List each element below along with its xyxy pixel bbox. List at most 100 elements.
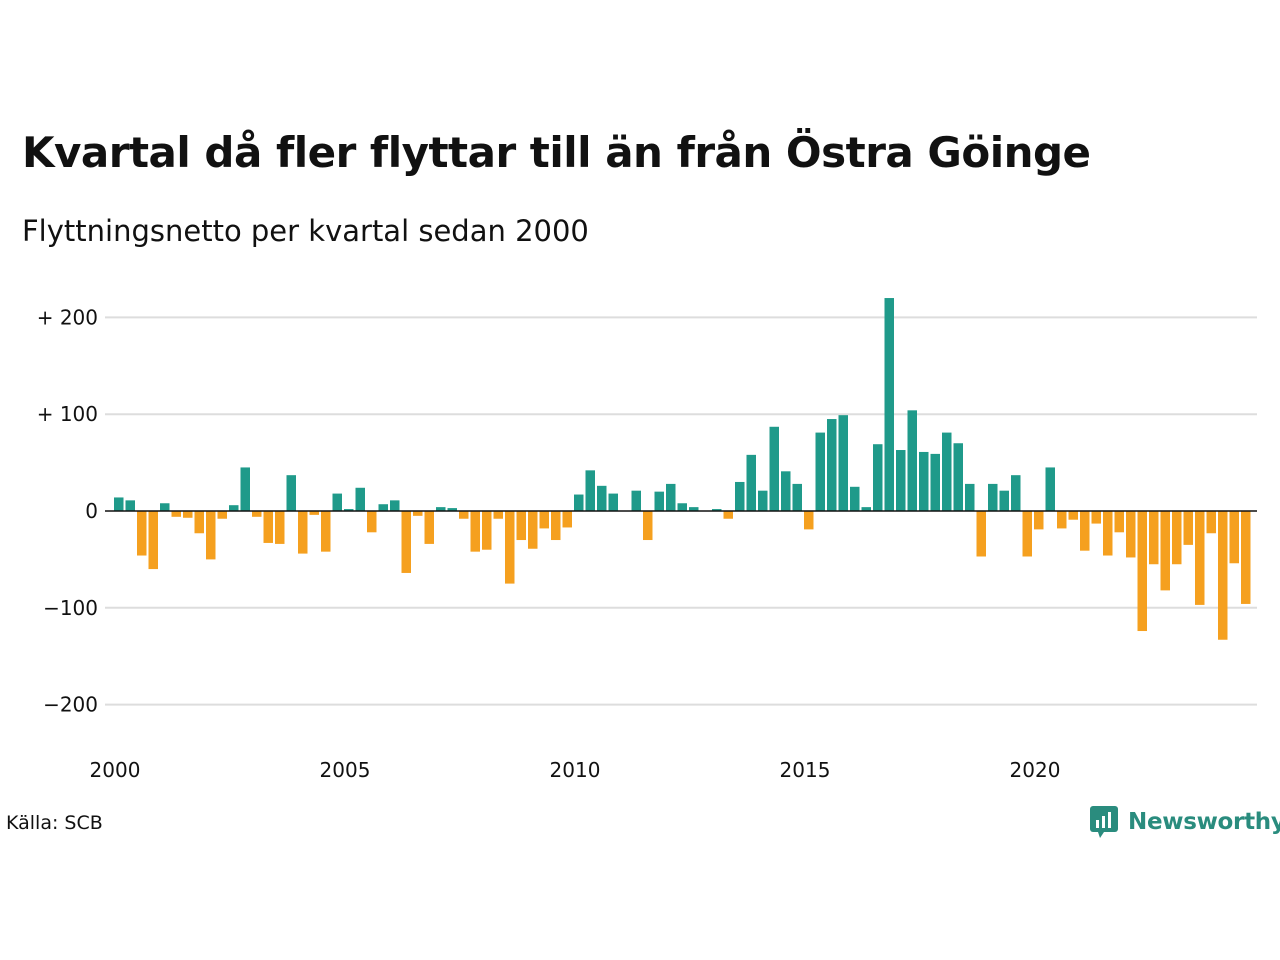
- bar: [1022, 511, 1032, 557]
- bar: [1068, 511, 1078, 520]
- bar: [125, 500, 135, 511]
- bar: [263, 511, 273, 543]
- bar: [367, 511, 377, 533]
- bar: [930, 453, 940, 511]
- bar: [528, 511, 538, 549]
- bar: [804, 511, 814, 530]
- bar: [689, 507, 699, 511]
- bar: [424, 511, 434, 544]
- bar: [919, 451, 929, 511]
- chart-title: Kvartal då fler flyttar till än från Öst…: [22, 128, 1091, 177]
- bar: [505, 511, 515, 584]
- bar: [884, 298, 894, 511]
- bar: [1149, 511, 1159, 565]
- bar: [470, 511, 480, 552]
- bar: [1160, 511, 1170, 591]
- x-tick-label: 2000: [90, 758, 141, 782]
- y-axis-ticks: + 200 + 100 0 −100 −200: [37, 305, 98, 716]
- bar: [827, 419, 837, 511]
- bar: [1080, 511, 1090, 551]
- bar: [378, 504, 388, 511]
- bar: [562, 511, 572, 528]
- bar: [907, 410, 917, 511]
- bar: [286, 475, 296, 511]
- bar: [1126, 511, 1136, 558]
- newsworthy-logo: Newsworthy: [1088, 804, 1280, 840]
- bar: [792, 483, 802, 511]
- bar: [355, 487, 365, 511]
- bar: [953, 443, 963, 511]
- bar: [643, 511, 653, 541]
- bar: [1091, 511, 1101, 524]
- bar: [654, 491, 664, 511]
- source-note: Källa: SCB: [6, 812, 103, 834]
- bar: [206, 511, 216, 560]
- y-tick-label: −100: [43, 596, 98, 620]
- bar: [229, 505, 239, 511]
- bar: [1218, 511, 1228, 640]
- newsworthy-logo-text: Newsworthy: [1128, 809, 1280, 835]
- bar: [344, 509, 354, 511]
- bar: [1229, 511, 1239, 564]
- bar: [585, 470, 595, 511]
- x-tick-label: 2020: [1010, 758, 1061, 782]
- bar: [735, 481, 745, 511]
- bar: [965, 483, 975, 511]
- bar: [171, 511, 181, 517]
- bar: [597, 485, 607, 511]
- bar: [217, 511, 227, 519]
- bar: [1172, 511, 1182, 565]
- bar: [1057, 511, 1067, 529]
- bar: [769, 426, 779, 511]
- bar: [1045, 467, 1055, 511]
- bar: [1183, 511, 1193, 545]
- x-tick-label: 2010: [550, 758, 601, 782]
- bar: [712, 509, 722, 511]
- bar: [838, 415, 848, 511]
- y-tick-label: −200: [43, 693, 98, 717]
- bar: [194, 511, 204, 534]
- bar: [631, 490, 641, 511]
- bar: [896, 450, 906, 511]
- bar: [1195, 511, 1205, 605]
- bar: [1011, 475, 1021, 511]
- bar: [275, 511, 285, 544]
- bar: [1206, 511, 1216, 534]
- grid-lines: [105, 316, 1257, 706]
- bar: [873, 444, 883, 511]
- bar: [482, 511, 492, 550]
- bar: [666, 483, 676, 511]
- y-tick-label: + 100: [37, 402, 98, 426]
- bar: [137, 511, 147, 556]
- bar: [114, 497, 124, 511]
- bar: [677, 503, 687, 511]
- bar: [516, 511, 526, 541]
- bars: [114, 298, 1251, 640]
- bar: [447, 508, 457, 511]
- bar: [1137, 511, 1147, 632]
- bar: [988, 483, 998, 511]
- bar: [321, 511, 331, 552]
- x-axis-ticks: 2000 2005 2010 2015 2020: [90, 758, 1061, 782]
- bar: [459, 511, 469, 519]
- bar: [850, 486, 860, 511]
- bar: [240, 467, 250, 511]
- chart-subtitle: Flyttningsnetto per kvartal sedan 2000: [22, 214, 589, 248]
- bar: [781, 471, 791, 511]
- bar: [309, 511, 319, 515]
- bar: [551, 511, 561, 541]
- bar: [723, 511, 733, 519]
- bar: [999, 490, 1009, 511]
- bar: [815, 432, 825, 511]
- bar: [1103, 511, 1113, 556]
- bar: [493, 511, 503, 519]
- y-tick-label: + 200: [37, 305, 98, 329]
- bar: [746, 454, 756, 511]
- newsworthy-logo-icon: [1090, 806, 1118, 838]
- bar: [148, 511, 158, 570]
- bar: [608, 493, 618, 511]
- bar: [942, 432, 952, 511]
- bar: [298, 511, 308, 554]
- bar: [976, 511, 986, 557]
- bar: [574, 494, 584, 511]
